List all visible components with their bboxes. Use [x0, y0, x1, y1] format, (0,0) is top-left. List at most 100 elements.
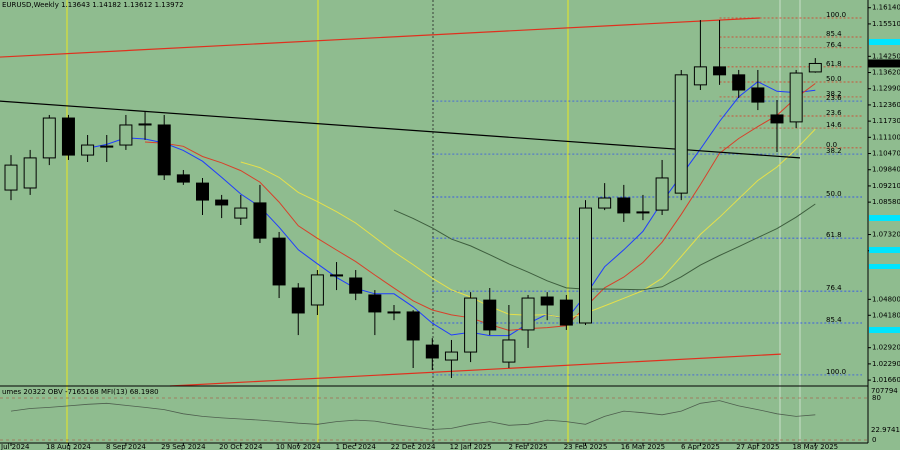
x-tick-label: 1 Dec 2024 — [336, 443, 377, 450]
candle-body — [157, 124, 171, 176]
candle-body — [138, 123, 152, 126]
fib-label: 61.8 — [826, 60, 842, 68]
candle-body — [713, 66, 727, 76]
x-tick-label: 8 Sep 2024 — [106, 443, 146, 450]
x-tick-label: 18 Aug 2024 — [46, 443, 91, 450]
y-tick-label: 1.01660 — [872, 376, 900, 384]
candle-body — [751, 87, 765, 103]
candle-body — [387, 311, 401, 314]
x-tick-label: 2 Feb 2025 — [508, 443, 547, 450]
candle-body — [234, 207, 248, 219]
y-tick-label: 1.11100 — [872, 133, 900, 141]
fib-label: 100.0 — [826, 11, 846, 19]
price-marker-box — [868, 59, 900, 68]
x-tick-label: 29 Sep 2024 — [161, 443, 206, 450]
candle-body — [406, 311, 420, 341]
candle-body — [119, 124, 133, 146]
candle-body — [42, 117, 56, 159]
candle-body — [636, 211, 650, 214]
y-tick-label: 1.12990 — [872, 85, 900, 93]
candle-body — [330, 274, 344, 277]
indicator-tick-label: 80 — [872, 394, 881, 402]
fib-label: 0.0 — [826, 141, 837, 149]
y-tick-label: 1.11730 — [872, 117, 900, 125]
y-tick-label: 1.04180 — [872, 311, 900, 319]
candle-body — [464, 297, 478, 353]
candle-body — [674, 74, 688, 194]
candle-body — [559, 299, 573, 326]
alert-box — [869, 264, 900, 269]
candle-body — [693, 66, 707, 86]
fib-label: 14.6 — [826, 121, 842, 129]
y-tick-label: 1.09840 — [872, 166, 900, 174]
trend-line — [0, 17, 760, 58]
x-tick-label: 23 Feb 2025 — [564, 443, 608, 450]
candle-body — [176, 174, 190, 183]
moving-average — [393, 203, 816, 291]
fib-label: 100.0 — [826, 368, 846, 376]
y-tick-label: 1.14250 — [872, 52, 900, 60]
alert-box — [869, 215, 900, 221]
fib-label: 76.4 — [826, 41, 842, 49]
candle-body — [808, 62, 822, 73]
indicator-line — [10, 400, 816, 430]
candle-body — [253, 202, 267, 239]
x-tick-label: Jul 2024 — [0, 443, 30, 450]
y-tick-label: 1.13620 — [872, 69, 900, 77]
y-tick-label: 1.02920 — [872, 344, 900, 352]
fib-label: 23.6 — [826, 109, 842, 117]
candle-body — [368, 294, 382, 313]
x-tick-label: 10 Nov 2024 — [276, 443, 321, 450]
x-tick-label: 22 Dec 2024 — [391, 443, 436, 450]
fib-label: 38.2 — [826, 90, 842, 98]
alert-box — [869, 39, 900, 45]
candle-body — [540, 296, 554, 306]
candle-body — [272, 237, 286, 286]
x-tick-label: 16 Mar 2025 — [621, 443, 665, 450]
candle-body — [598, 197, 612, 209]
overlay-layer: 1.13972 — [4, 20, 900, 379]
y-tick-label: 1.02290 — [872, 360, 900, 368]
candle-body — [215, 199, 229, 206]
moving-average — [144, 83, 816, 331]
y-tick-label: 1.08580 — [872, 198, 900, 206]
y-tick-label: 1.07320 — [872, 231, 900, 239]
candle-body — [310, 274, 324, 306]
x-tick-label: 27 Apr 2025 — [736, 443, 779, 450]
x-tick-label: 12 Jan 2025 — [450, 443, 492, 450]
price-marker-label: 1.13972 — [870, 59, 899, 67]
moving-average — [87, 81, 816, 337]
candle-body — [732, 74, 746, 91]
fib-label: 85.4 — [826, 30, 842, 38]
y-tick-label: 1.04800 — [872, 295, 900, 303]
candle-body — [425, 344, 439, 359]
y-tick-label: 1.16140 — [872, 4, 900, 12]
candle-body — [4, 164, 18, 191]
candle-body — [502, 339, 516, 363]
indicator-label: 707794 — [871, 387, 898, 395]
x-tick-label: 6 Apr 2025 — [681, 443, 720, 450]
candle-body — [291, 287, 305, 314]
candle-body — [81, 144, 95, 156]
candle-body — [196, 182, 209, 201]
x-tick-label: 20 Oct 2024 — [219, 443, 263, 450]
candle-body — [789, 72, 803, 123]
y-tick-label: 1.12360 — [872, 101, 900, 109]
fib-label: 85.4 — [826, 316, 842, 324]
chart-title: EURUSD,Weekly 1.13643 1.14182 1.13612 1.… — [2, 1, 184, 9]
candle-body — [483, 299, 497, 331]
fib-label: 76.4 — [826, 284, 842, 292]
indicator-label: 22.9741 — [871, 426, 900, 434]
candle-body — [655, 177, 669, 211]
candle-body — [100, 145, 114, 148]
candle-body — [23, 157, 37, 189]
fib-label: 23.6 — [826, 94, 842, 102]
trend-line — [169, 353, 781, 387]
alert-box — [869, 327, 900, 333]
indicator-tick-label: 0 — [872, 436, 876, 444]
candle-body — [617, 197, 631, 214]
candle-body — [349, 277, 363, 294]
candle-body — [579, 207, 592, 324]
fib-label: 38.2 — [826, 147, 842, 155]
